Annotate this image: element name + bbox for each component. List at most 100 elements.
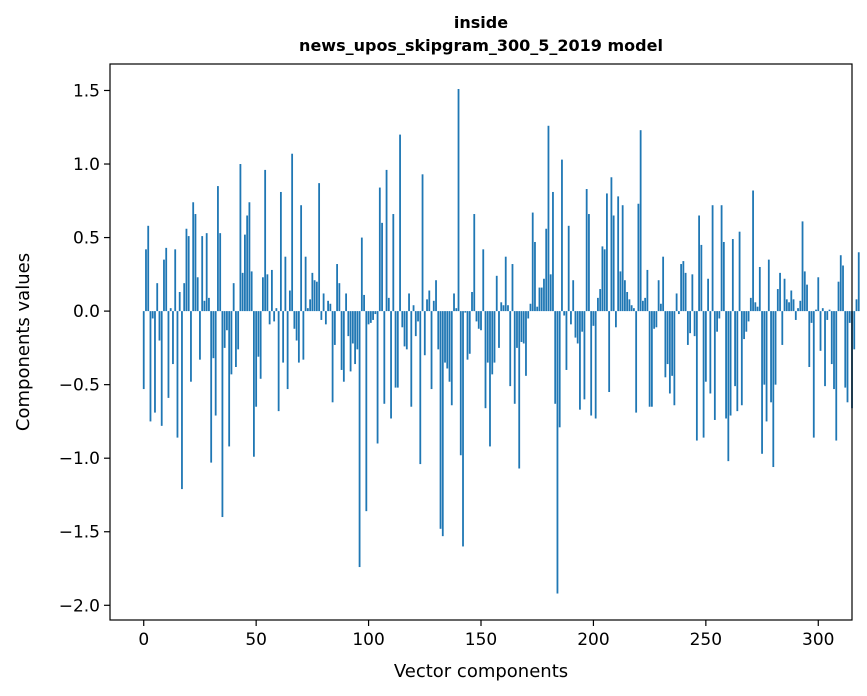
bar-component-288 xyxy=(790,290,793,312)
bar-component-165 xyxy=(513,311,516,404)
bar-component-314 xyxy=(848,311,851,323)
bar-component-40 xyxy=(232,283,235,312)
bar-component-94 xyxy=(354,311,356,365)
bar-component-282 xyxy=(776,289,779,312)
x-tick-label: 250 xyxy=(690,630,722,650)
bar-component-53 xyxy=(262,277,264,312)
bar-component-20 xyxy=(187,236,190,312)
bar-component-256 xyxy=(718,311,721,319)
bar-component-105 xyxy=(378,187,381,312)
bar-component-3 xyxy=(149,311,152,422)
bar-component-209 xyxy=(612,215,615,312)
bar-component-116 xyxy=(403,311,406,347)
bar-component-57 xyxy=(270,269,273,312)
bar-component-246 xyxy=(695,311,698,441)
bar-component-148 xyxy=(475,311,478,322)
bar-component-111 xyxy=(392,214,395,312)
bar-component-52 xyxy=(259,311,262,379)
bar-component-306 xyxy=(830,311,833,365)
bar-component-277 xyxy=(765,311,768,422)
bar-component-66 xyxy=(291,153,294,312)
bar-component-223 xyxy=(644,297,647,312)
bar-component-49 xyxy=(253,311,255,457)
bar-component-214 xyxy=(624,280,626,312)
bar-component-193 xyxy=(576,311,579,344)
bar-component-122 xyxy=(417,311,419,322)
bar-component-104 xyxy=(376,311,379,444)
bar-component-275 xyxy=(761,311,763,454)
bar-component-91 xyxy=(347,311,350,337)
bar-component-233 xyxy=(666,311,669,365)
bar-component-6 xyxy=(156,283,159,312)
bars-group xyxy=(142,89,860,594)
bar-component-44 xyxy=(241,272,244,312)
bar-component-79 xyxy=(320,311,323,320)
bar-component-300 xyxy=(817,277,820,312)
bar-component-267 xyxy=(743,311,745,340)
bar-component-120 xyxy=(412,305,415,312)
bar-component-201 xyxy=(594,311,597,419)
x-tick-label: 0 xyxy=(138,630,149,650)
bar-component-227 xyxy=(653,311,656,329)
bar-component-17 xyxy=(181,311,183,490)
bar-component-179 xyxy=(545,228,548,312)
bar-component-276 xyxy=(763,311,766,385)
bar-component-202 xyxy=(597,297,599,312)
bar-component-92 xyxy=(349,311,352,372)
bar-component-245 xyxy=(693,311,696,337)
bar-component-213 xyxy=(621,205,624,312)
x-tick-label: 200 xyxy=(577,630,609,650)
bar-component-264 xyxy=(736,311,739,412)
bar-component-299 xyxy=(815,309,817,312)
y-tick-label: 0.5 xyxy=(73,229,100,249)
bar-component-95 xyxy=(356,311,359,350)
bar-component-69 xyxy=(297,311,300,363)
bar-component-309 xyxy=(837,281,840,312)
bar-component-157 xyxy=(495,275,498,312)
bar-component-118 xyxy=(408,293,410,312)
bar-component-197 xyxy=(585,189,588,312)
bar-component-8 xyxy=(160,311,163,426)
bar-component-58 xyxy=(273,311,276,322)
bar-component-212 xyxy=(619,271,622,312)
bar-component-2 xyxy=(147,225,150,312)
bar-component-243 xyxy=(689,311,692,334)
bar-component-151 xyxy=(482,249,485,312)
bar-component-37 xyxy=(226,311,228,331)
bar-component-98 xyxy=(363,294,365,312)
bar-component-115 xyxy=(401,311,404,328)
bar-component-73 xyxy=(306,308,309,312)
bar-component-215 xyxy=(626,291,629,312)
bar-component-226 xyxy=(650,311,653,407)
bar-component-70 xyxy=(300,205,303,312)
bar-component-220 xyxy=(637,203,640,312)
bar-component-204 xyxy=(601,246,604,312)
bar-component-298 xyxy=(812,311,815,438)
bar-component-78 xyxy=(318,183,321,312)
bar-component-137 xyxy=(450,311,453,406)
bar-component-173 xyxy=(531,212,534,312)
bar-component-182 xyxy=(552,191,554,312)
bar-component-121 xyxy=(414,311,417,337)
bar-component-101 xyxy=(369,311,372,323)
bar-component-316 xyxy=(853,311,856,350)
y-axis-label: Components values xyxy=(13,253,34,431)
bar-component-232 xyxy=(664,311,667,378)
bar-component-281 xyxy=(774,311,777,385)
y-tick-label: −1.0 xyxy=(59,449,100,469)
bar-component-71 xyxy=(302,311,305,360)
bar-component-272 xyxy=(754,302,757,312)
bar-component-160 xyxy=(502,305,505,312)
y-tick-label: 0.0 xyxy=(73,302,100,322)
bar-component-217 xyxy=(630,305,633,312)
y-tick-label: −2.0 xyxy=(59,596,100,616)
bar-component-234 xyxy=(668,311,671,394)
bar-component-14 xyxy=(174,249,177,312)
bar-component-219 xyxy=(635,311,638,413)
bar-component-265 xyxy=(738,231,741,312)
bar-component-106 xyxy=(381,222,383,312)
bar-component-269 xyxy=(747,311,750,322)
bar-component-155 xyxy=(491,311,494,375)
bar-component-250 xyxy=(704,311,707,382)
bar-component-61 xyxy=(279,191,282,312)
